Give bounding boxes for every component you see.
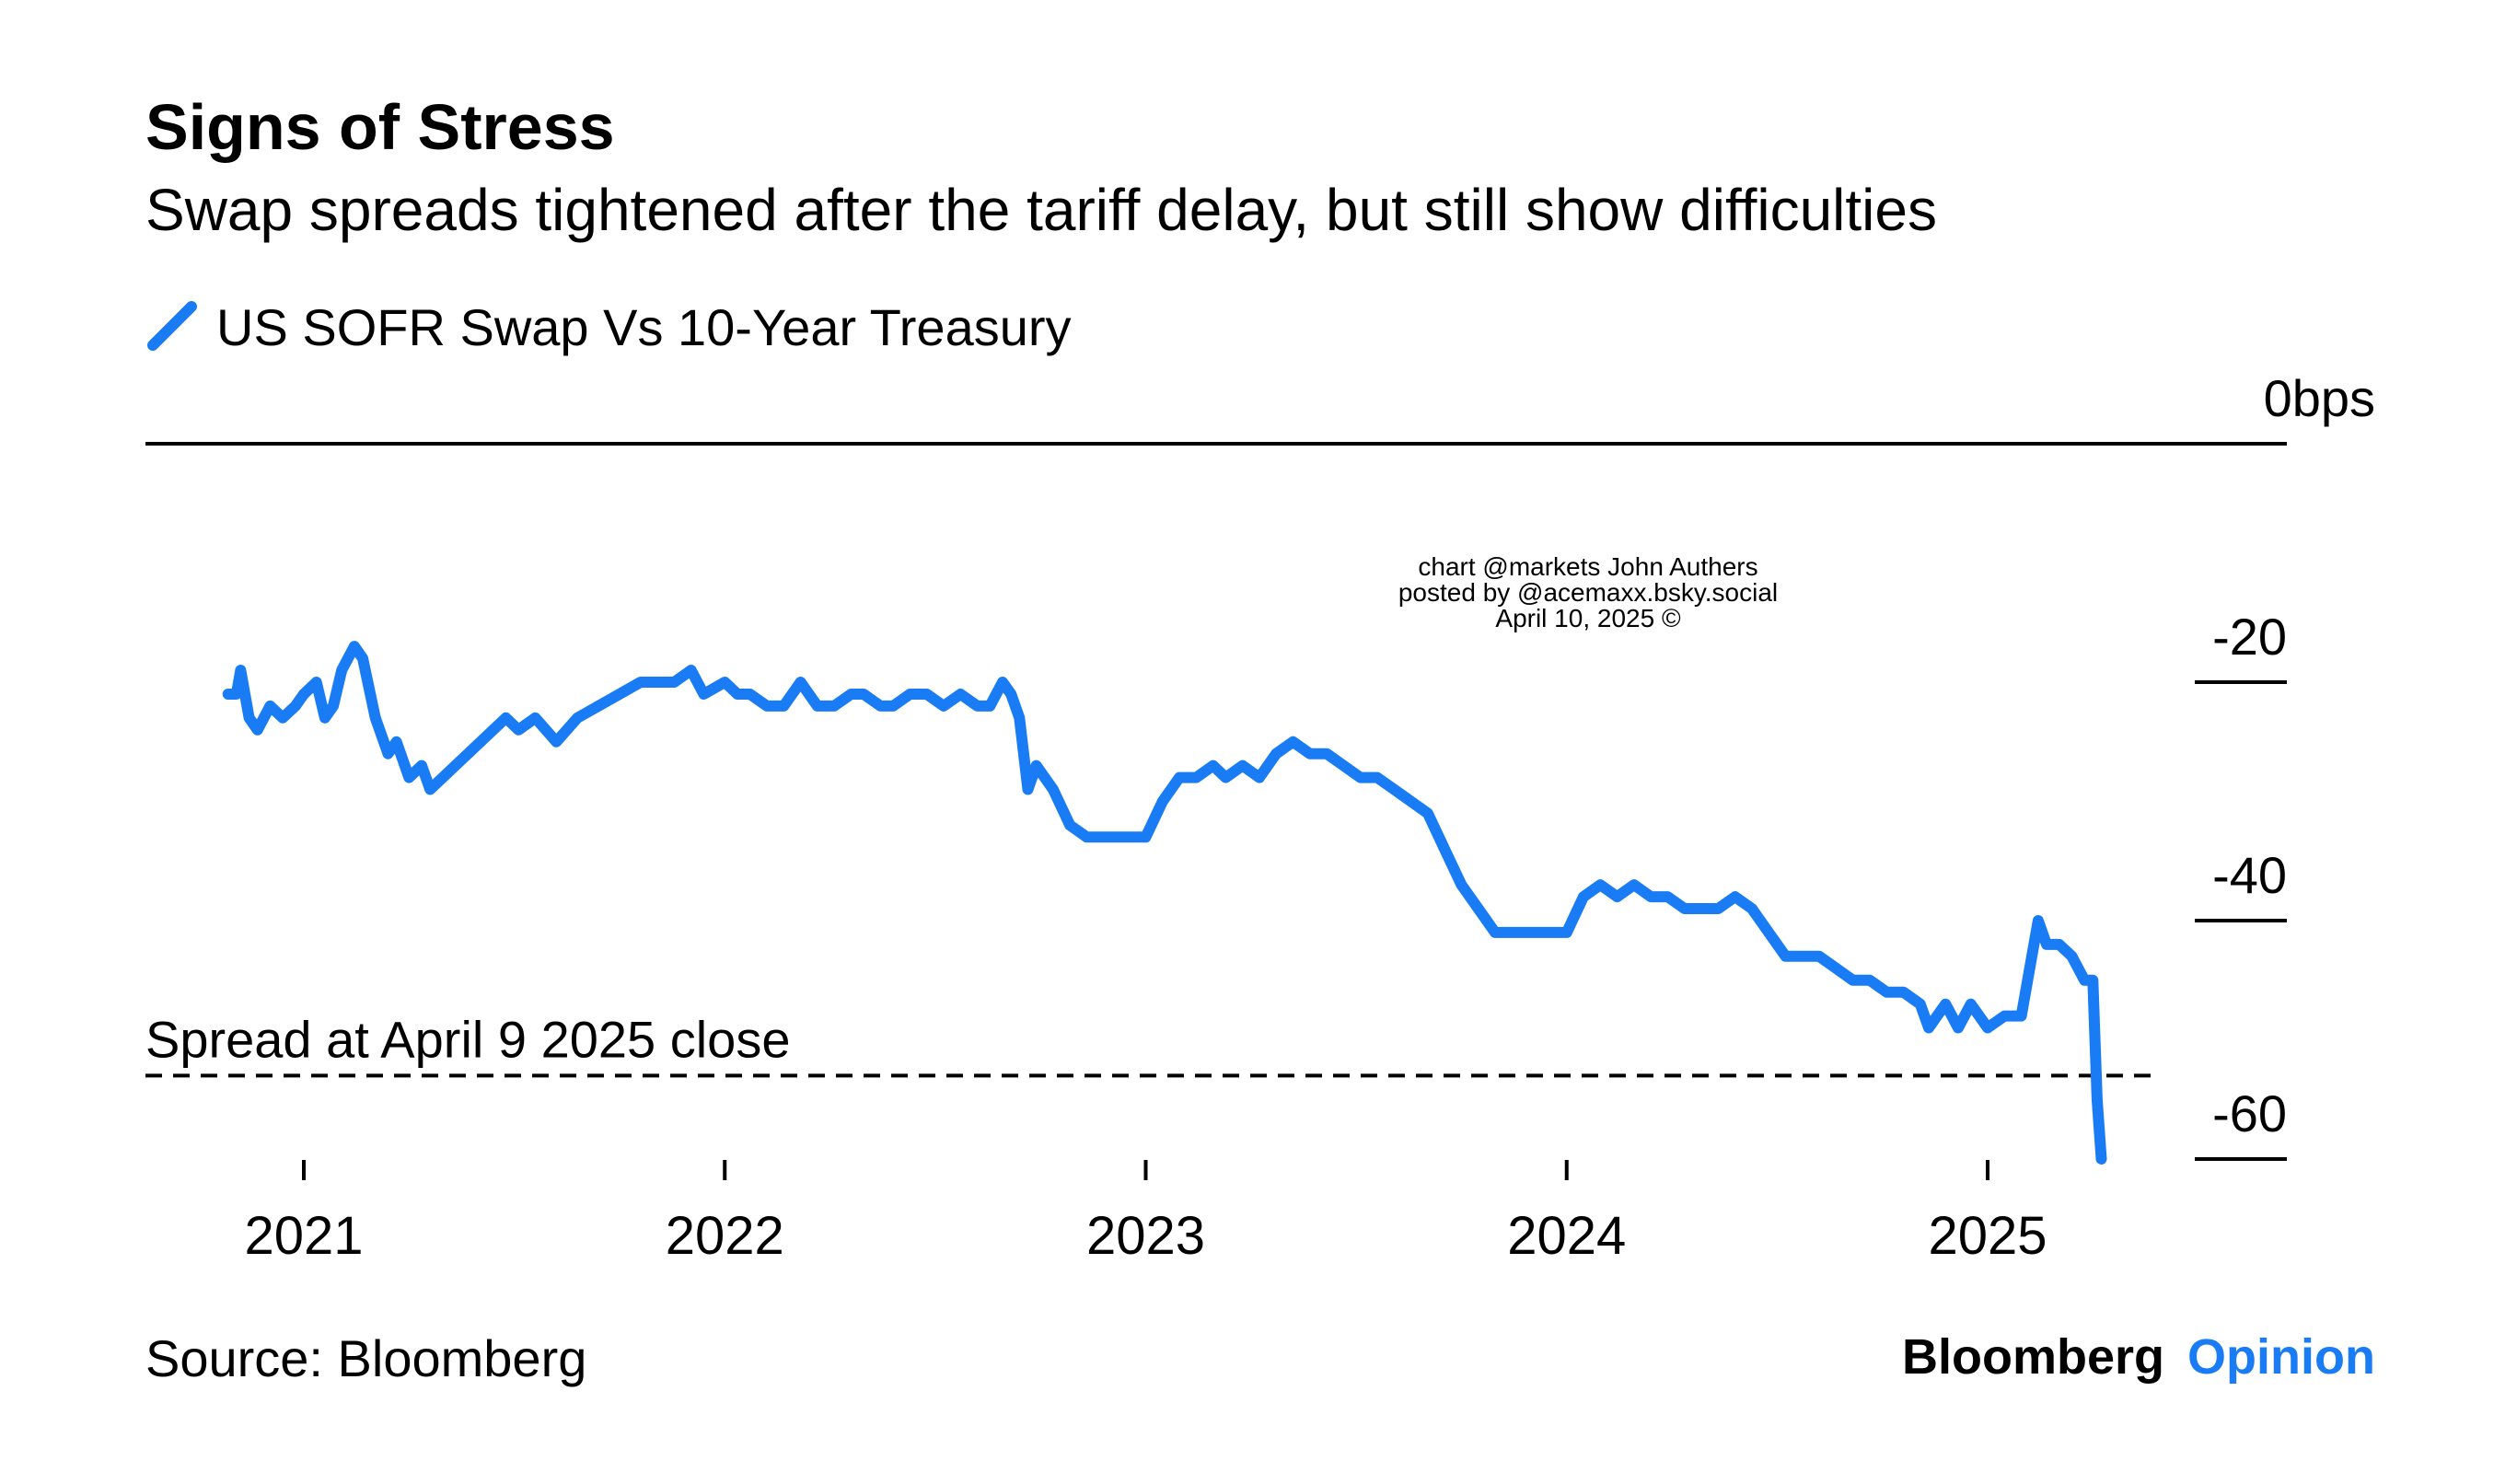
x-axis: 2021 2022 2023 2024 2025	[244, 1160, 2047, 1266]
legend-label: US SOFR Swap Vs 10-Year Treasury	[216, 298, 1072, 356]
reference-label: Spread at April 9 2025 close	[145, 1010, 790, 1068]
x-tick-label: 2023	[1086, 1206, 1205, 1266]
watermark-line: chart @markets John Authers	[1418, 552, 1757, 581]
legend: US SOFR Swap Vs 10-Year Treasury	[147, 298, 1072, 356]
y-tick-label: -60	[2212, 1084, 2287, 1142]
x-tick-label: 2021	[244, 1206, 363, 1266]
source-note: Source: Bloomberg	[145, 1329, 586, 1387]
watermark: chart @markets John Authers posted by @a…	[1398, 552, 1778, 632]
y-tick-label: -20	[2212, 608, 2287, 666]
watermark-line: posted by @acemaxx.bsky.social	[1398, 578, 1778, 607]
chart-title: Signs of Stress	[145, 91, 615, 163]
x-tick-label: 2022	[666, 1206, 784, 1266]
series-layer	[222, 641, 2107, 1165]
y-tick-label: -40	[2212, 846, 2287, 904]
series-line	[222, 641, 2107, 1165]
svg-text:Bloomberg Opinion: Bloomberg Opinion	[1902, 1329, 2375, 1385]
gridlines	[145, 442, 2287, 1161]
y-tick-label: 0bps	[2264, 369, 2375, 427]
brand-logo: Bloomberg Opinion	[1902, 1329, 2375, 1385]
annotation: Spread at April 9 2025 close	[145, 1010, 2159, 1078]
legend-swatch	[147, 301, 197, 351]
x-tick-label: 2024	[1507, 1206, 1626, 1266]
brand-primary: Bloomberg	[1902, 1329, 2164, 1385]
chart-subtitle: Swap spreads tightened after the tariff …	[145, 177, 1937, 243]
watermark-line: April 10, 2025 ©	[1495, 604, 1681, 632]
y-tick-labels: 0bps -20 -40 -60	[2212, 369, 2375, 1142]
x-tick-label: 2025	[1928, 1206, 2047, 1266]
brand-secondary: Opinion	[2187, 1329, 2375, 1385]
